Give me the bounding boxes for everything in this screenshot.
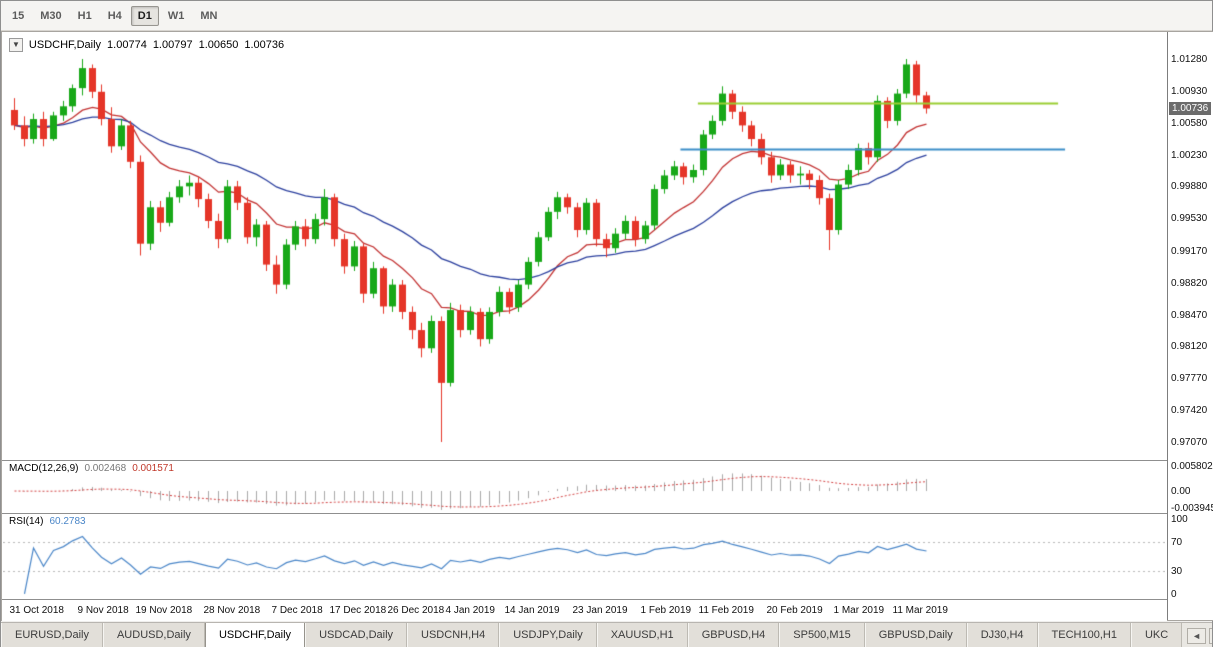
- date-label: 11 Mar 2019: [892, 605, 948, 616]
- chart-tab-xauusd-h1[interactable]: XAUUSD,H1: [596, 623, 688, 647]
- chart-tab-gbpusd-daily[interactable]: GBPUSD,Daily: [864, 623, 967, 647]
- date-label: 4 Jan 2019: [445, 605, 496, 616]
- rsi-tick: 100: [1171, 514, 1188, 526]
- date-label: 28 Nov 2018: [203, 605, 261, 616]
- ohlc-open: 1.00774: [107, 39, 147, 51]
- macd-value-main: 0.002468: [84, 463, 127, 474]
- panel-divider-dates: [2, 599, 1213, 600]
- rsi-canvas[interactable]: [3, 514, 1165, 599]
- macd-tick: 0.00: [1171, 486, 1191, 498]
- chart-tab-usdcad-daily[interactable]: USDCAD,Daily: [305, 623, 408, 647]
- chart-tab-audusd-daily[interactable]: AUDUSD,Daily: [102, 623, 205, 647]
- date-label: 17 Dec 2018: [329, 605, 387, 616]
- date-label: 1 Feb 2019: [640, 605, 692, 616]
- panel-divider-rsi[interactable]: [2, 513, 1213, 514]
- macd-canvas[interactable]: [3, 461, 1165, 513]
- timeframe-button-15[interactable]: 15: [12, 9, 25, 22]
- date-label: 1 Mar 2019: [833, 605, 885, 616]
- chart-tabs-bar: EURUSD,Daily AUDUSD,Daily USDCHF,Daily USDC…: [1, 622, 1212, 647]
- rsi-tick: 30: [1171, 566, 1183, 578]
- price-tick: 0.99170: [1171, 245, 1208, 257]
- timeframe-button-w1[interactable]: W1: [167, 9, 185, 22]
- price-tick: 0.99880: [1171, 181, 1208, 193]
- macd-tick: 0.005802: [1171, 461, 1213, 473]
- collapse-indicators-button[interactable]: ▼: [9, 38, 23, 52]
- main-chart-canvas[interactable]: [3, 35, 1165, 460]
- tab-scroll-right-icon[interactable]: ►: [1209, 627, 1212, 644]
- timeframe-button-h4[interactable]: H4: [107, 9, 122, 22]
- chart-tab-ukc[interactable]: UKC: [1130, 623, 1183, 647]
- price-tick: 1.00580: [1171, 117, 1208, 129]
- price-tick: 0.97770: [1171, 373, 1208, 385]
- macd-tick: -0.003945: [1171, 502, 1213, 514]
- chart-window: ▼ USDCHF,Daily 1.00774 1.00797 1.00650 1…: [1, 31, 1213, 621]
- date-label: 23 Jan 2019: [572, 605, 628, 616]
- timeframe-toolbar: 15 M30 H1 H4 D1 W1 MN: [1, 1, 1212, 31]
- date-label: 19 Nov 2018: [135, 605, 193, 616]
- chart-tab-tech100-h1[interactable]: TECH100,H1: [1037, 623, 1131, 647]
- price-tick: 1.00230: [1171, 149, 1208, 161]
- rsi-label: RSI(14) 60.2783: [9, 516, 86, 527]
- timeframe-button-mn[interactable]: MN: [200, 9, 218, 22]
- price-tick: 0.98120: [1171, 341, 1208, 353]
- chart-tab-dj30-h4[interactable]: DJ30,H4: [966, 623, 1038, 647]
- chart-tab-gbpusd-h4[interactable]: GBPUSD,H4: [687, 623, 780, 647]
- rsi-tick: 0: [1171, 588, 1177, 600]
- timeframe-button-h1[interactable]: H1: [77, 9, 92, 22]
- chart-tab-usdcnh-h4[interactable]: USDCNH,H4: [407, 623, 500, 647]
- macd-name: MACD(12,26,9): [9, 463, 79, 474]
- chart-tab-sp500-m15[interactable]: SP500,M15: [779, 623, 865, 647]
- macd-value-signal: 0.001571: [132, 463, 174, 474]
- price-tick: 0.97420: [1171, 405, 1208, 417]
- price-tick: 1.01280: [1171, 54, 1208, 65]
- price-tick: 0.98820: [1171, 277, 1208, 289]
- date-label: 20 Feb 2019: [766, 605, 823, 616]
- ohlc-high: 1.00797: [152, 39, 193, 51]
- rsi-value: 60.2783: [49, 516, 86, 527]
- chart-ohlc-header: ▼ USDCHF,Daily 1.00774 1.00797 1.00650 1…: [9, 38, 284, 52]
- date-label: 7 Dec 2018: [271, 605, 323, 616]
- rsi-tick: 70: [1171, 536, 1183, 548]
- date-axis[interactable]: 31 Oct 2018 9 Nov 2018 19 Nov 2018 28 Nov 2…: [2, 600, 1167, 621]
- rsi-name: RSI(14): [9, 516, 44, 527]
- chart-tab-usdchf-daily[interactable]: USDCHF,Daily: [204, 623, 306, 647]
- chart-title: USDCHF,Daily: [28, 39, 102, 51]
- price-tick: 0.99530: [1171, 213, 1208, 225]
- price-axis[interactable]: 1.00736 1.01280 1.00930 1.00580 1.00230 0.99…: [1167, 32, 1213, 620]
- date-label: 26 Dec 2018: [387, 605, 445, 616]
- tab-scroll-buttons: ◄ ►: [1182, 623, 1212, 647]
- date-label: 9 Nov 2018: [77, 605, 129, 616]
- timeframe-button-d1[interactable]: D1: [130, 5, 159, 26]
- macd-label: MACD(12,26,9) 0.002468 0.001571: [9, 463, 174, 474]
- ohlc-low: 1.00650: [198, 39, 239, 51]
- chart-tab-usdjpy-daily[interactable]: USDJPY,Daily: [499, 623, 597, 647]
- price-tick: 1.00930: [1171, 85, 1208, 97]
- date-label: 11 Feb 2019: [698, 605, 754, 616]
- panel-divider-macd[interactable]: [2, 460, 1213, 461]
- chart-tabs: EURUSD,Daily AUDUSD,Daily USDCHF,Daily USDC…: [1, 623, 1183, 647]
- date-label: 31 Oct 2018: [9, 605, 64, 616]
- chart-tab-eurusd-daily[interactable]: EURUSD,Daily: [1, 623, 103, 647]
- price-tick: 0.97070: [1171, 436, 1208, 448]
- tab-scroll-left-icon[interactable]: ◄: [1187, 627, 1207, 644]
- price-tick: 0.98470: [1171, 309, 1208, 321]
- date-label: 14 Jan 2019: [504, 605, 560, 616]
- timeframe-button-m30[interactable]: M30: [40, 9, 62, 22]
- ohlc-close: 1.00736: [244, 39, 285, 51]
- current-price-badge: 1.00736: [1169, 101, 1212, 115]
- timeframe-buttons: 15 M30 H1 H4 D1 W1 MN: [5, 5, 224, 26]
